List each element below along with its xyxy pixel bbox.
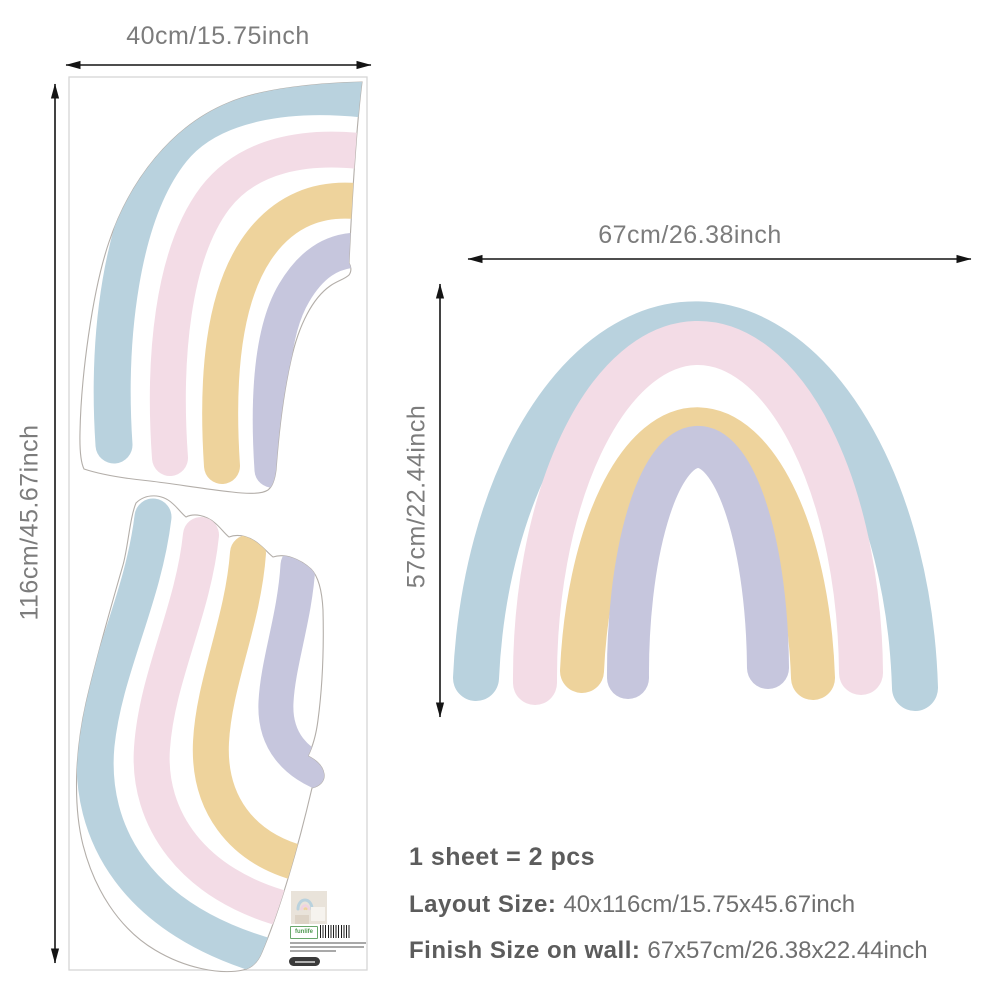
layout-size-value: 40x116cm/15.75x45.67inch (563, 891, 856, 918)
thumb-mini-rainbow (296, 898, 314, 911)
thumb-floor (295, 915, 309, 924)
stripe-yellow (192, 535, 320, 882)
finished-height-label: 57cm/22.44inch (402, 404, 431, 589)
stripe-pink (149, 131, 363, 476)
label-brand-row: funlife (290, 925, 368, 939)
fine-print-line (290, 950, 336, 952)
layout-size-label: Layout Size: (409, 891, 557, 918)
arc-pink (512, 321, 883, 705)
stripe-blue (93, 82, 363, 464)
layout-size-row: Layout Size: 40x116cm/15.75x45.67inch (409, 891, 855, 919)
assembled-rainbow (453, 301, 938, 711)
barcode (320, 925, 350, 938)
stripe-pink (133, 517, 306, 928)
brand-logo: funlife (290, 926, 318, 939)
stripe-blue (76, 498, 291, 972)
sheet-piece-bottom-rainbow-half (76, 498, 325, 972)
thumb-crib (311, 907, 325, 921)
stripe-lavender (258, 547, 325, 794)
arc-lavender (606, 426, 789, 699)
stripe-yellow (202, 182, 363, 484)
brand-name: funlife (295, 929, 313, 935)
finish-size-value: 67x57cm/26.38x22.44inch (647, 937, 928, 964)
label-fine-print (290, 942, 366, 954)
thumbnail-art (291, 891, 327, 924)
sheet-height-label: 116cm/45.67inch (15, 424, 44, 621)
dimension-arrows (50, 60, 972, 964)
sheet-equation-text: 1 sheet = 2 pcs (409, 843, 596, 871)
finished-width-label: 67cm/26.38inch (598, 221, 782, 249)
stripe-lavender (252, 232, 363, 488)
finish-size-row: Finish Size on wall: 67x57cm/26.38x22.44i… (409, 937, 928, 965)
fine-print-line (290, 942, 366, 944)
sheet-piece-top-rainbow-half (93, 82, 363, 488)
label-photo-thumbnail (291, 891, 327, 924)
label-badge (289, 957, 320, 966)
fine-print-line (290, 946, 364, 948)
sheet-width-label: 40cm/15.75inch (126, 22, 310, 50)
finish-size-label: Finish Size on wall: (409, 937, 641, 964)
